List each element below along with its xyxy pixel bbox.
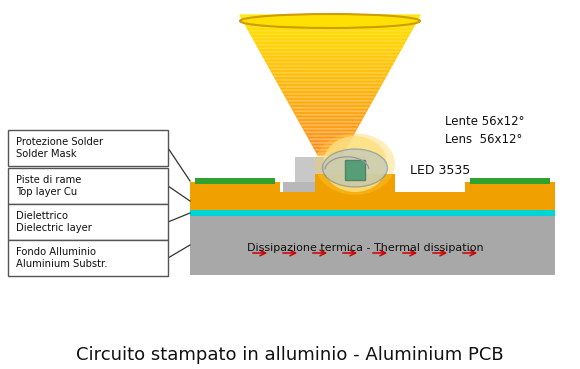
Polygon shape: [271, 71, 389, 75]
Bar: [290, 192, 420, 210]
Polygon shape: [312, 145, 348, 148]
Polygon shape: [291, 106, 369, 110]
Polygon shape: [293, 110, 367, 113]
Bar: [345, 160, 365, 180]
Text: Dielettrico
Dielectric layer: Dielettrico Dielectric layer: [16, 211, 92, 233]
Bar: [315, 174, 395, 192]
Polygon shape: [314, 148, 346, 152]
Polygon shape: [256, 43, 404, 46]
Text: Piste di rame
Top layer Cu: Piste di rame Top layer Cu: [16, 175, 81, 197]
Polygon shape: [295, 113, 365, 117]
Bar: [465, 182, 555, 196]
Polygon shape: [316, 152, 344, 155]
Polygon shape: [273, 75, 387, 78]
Polygon shape: [285, 96, 375, 99]
Polygon shape: [248, 29, 412, 32]
Polygon shape: [308, 138, 351, 141]
Polygon shape: [287, 99, 373, 103]
Polygon shape: [277, 82, 383, 85]
Ellipse shape: [240, 14, 420, 28]
Polygon shape: [300, 124, 360, 127]
Bar: [195, 178, 275, 184]
Polygon shape: [275, 78, 385, 82]
Polygon shape: [262, 54, 398, 57]
Bar: [470, 178, 550, 184]
Bar: [8, 168, 168, 204]
Polygon shape: [265, 61, 394, 64]
Polygon shape: [269, 68, 391, 71]
Bar: [190, 210, 555, 216]
Bar: [8, 240, 168, 276]
Polygon shape: [302, 127, 358, 131]
Polygon shape: [253, 39, 407, 43]
Polygon shape: [281, 89, 379, 92]
Polygon shape: [244, 22, 416, 25]
Polygon shape: [283, 92, 377, 96]
Polygon shape: [252, 36, 408, 39]
Polygon shape: [259, 50, 401, 54]
Bar: [295, 157, 365, 182]
Polygon shape: [246, 25, 414, 29]
Polygon shape: [299, 120, 361, 124]
Text: Protezione Solder
Solder Mask: Protezione Solder Solder Mask: [16, 137, 103, 159]
Polygon shape: [304, 131, 356, 134]
Polygon shape: [310, 141, 350, 145]
Polygon shape: [306, 134, 354, 138]
Ellipse shape: [323, 136, 387, 192]
Polygon shape: [242, 18, 418, 22]
Text: LED 3535: LED 3535: [410, 163, 470, 176]
Bar: [190, 192, 555, 210]
Bar: [8, 204, 168, 240]
Polygon shape: [279, 85, 381, 89]
Bar: [8, 130, 168, 166]
Text: Fondo Alluminio
Aluminium Substr.: Fondo Alluminio Aluminium Substr.: [16, 247, 107, 269]
Polygon shape: [250, 32, 410, 36]
Polygon shape: [289, 103, 371, 106]
Text: Lente 56x12°
Lens  56x12°: Lente 56x12° Lens 56x12°: [445, 114, 524, 145]
Text: Circuito stampato in alluminio - Aluminium PCB: Circuito stampato in alluminio - Alumini…: [76, 346, 504, 364]
Polygon shape: [267, 64, 393, 68]
Ellipse shape: [315, 133, 395, 195]
Polygon shape: [296, 117, 364, 120]
Polygon shape: [240, 15, 420, 18]
Polygon shape: [258, 46, 403, 50]
Text: Dissipazione termica - Thermal dissipation: Dissipazione termica - Thermal dissipati…: [246, 243, 483, 253]
Bar: [190, 182, 280, 196]
Bar: [190, 215, 555, 275]
Polygon shape: [263, 57, 397, 61]
Ellipse shape: [322, 149, 387, 187]
Bar: [283, 182, 378, 194]
